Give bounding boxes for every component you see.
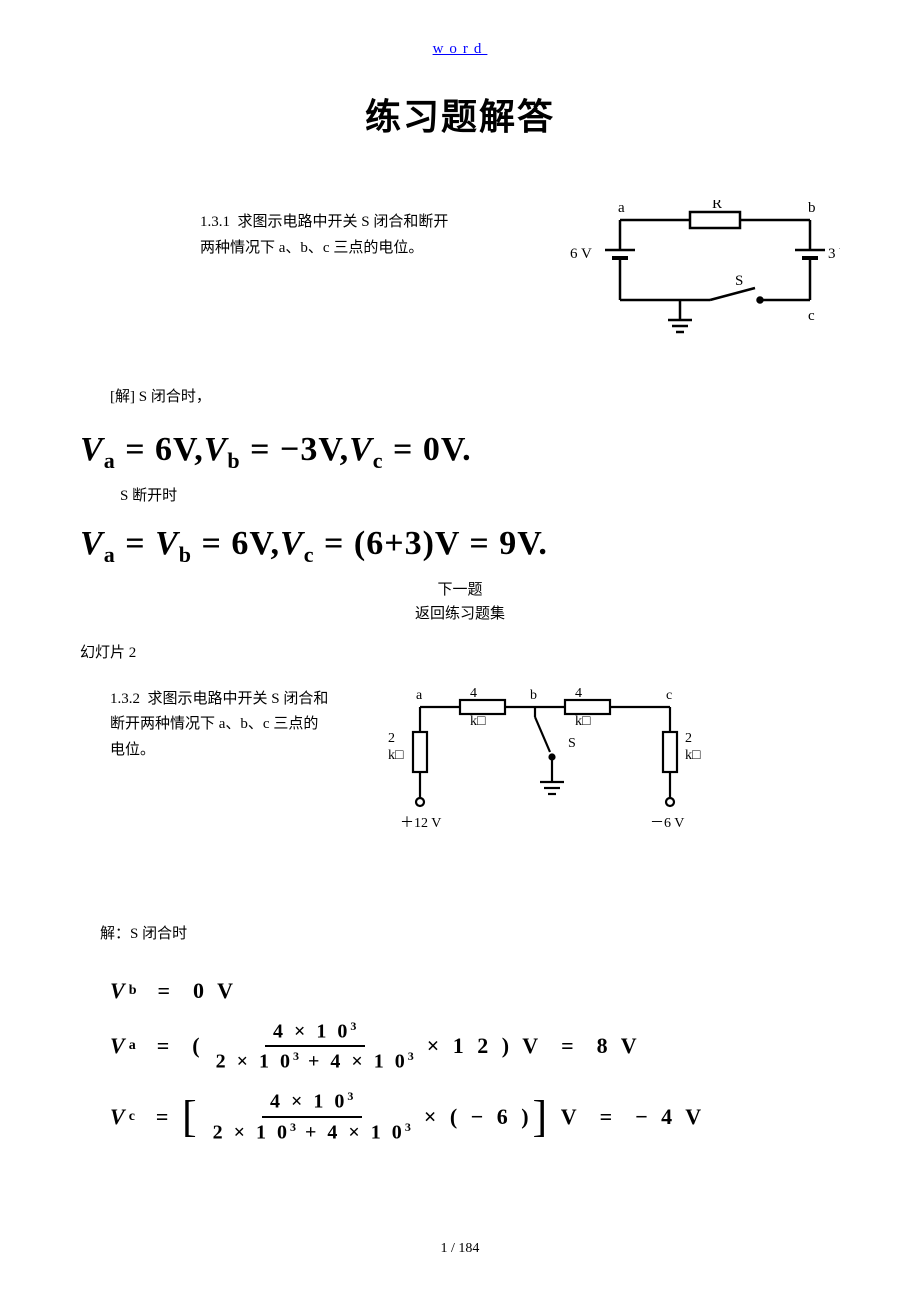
nav-next[interactable]: 下一题 — [80, 578, 840, 602]
problem2-circuit: a b c 4 k□ 4 k□ 2 k□ 2 k□ S ＋12 V －6 V — [370, 687, 730, 862]
eq-vc: Vc = [ 4 × 1 03 2 × 1 03 + 4 × 1 03 × ( … — [110, 1089, 840, 1144]
circ1-R: R — [712, 200, 722, 212]
c2-a: a — [416, 688, 423, 703]
problem2-row: 1.3.2 求图示电路中开关 S 闭合和断开两种情况下 a、b、c 三点的电位。 — [80, 687, 840, 862]
nav-back[interactable]: 返回练习题集 — [80, 602, 840, 626]
problem1-eq2: Va = Vb = 6V,Vc = (6+3)V = 9V. — [80, 525, 840, 568]
c2-rrb: k□ — [685, 748, 701, 763]
slide-number: 幻灯片 2 — [80, 641, 840, 662]
circ1-node-b: b — [808, 200, 816, 216]
circ1-vright: 3 V — [828, 246, 840, 262]
problem2-solution-label: 解：S 闭合时 — [100, 922, 840, 943]
header-link-text: word — [433, 41, 488, 57]
problem1-row: 1.3.1 求图示电路中开关 S 闭合和断开两种情况下 a、b、c 三点的电位。 — [80, 200, 840, 345]
c2-rr: 2 — [685, 731, 692, 746]
c2-r2b: k□ — [575, 714, 591, 729]
c2-r1b: k□ — [470, 714, 486, 729]
problem2-number: 1.3.2 — [110, 691, 140, 707]
c2-rl: 2 — [388, 731, 395, 746]
problem1-eq1: Va = 6V,Vb = −3V,Vc = 0V. — [80, 431, 840, 474]
circ1-node-c: c — [808, 308, 815, 324]
c2-c: c — [666, 688, 672, 703]
eq-vb: Vb = 0 V — [110, 978, 840, 1004]
problem2-body: 求图示电路中开关 S 闭合和断开两种情况下 a、b、c 三点的电位。 — [110, 691, 328, 758]
circ1-node-a: a — [618, 200, 625, 216]
problem1-open-label: S 断开时 — [120, 484, 840, 505]
problem1-text: 1.3.1 求图示电路中开关 S 闭合和断开两种情况下 a、b、c 三点的电位。 — [200, 200, 460, 345]
problem1-solution-label: [解] S 闭合时， — [110, 385, 840, 406]
c2-S: S — [568, 736, 576, 751]
c2-rlb: k□ — [388, 748, 404, 763]
problem2-text: 1.3.2 求图示电路中开关 S 闭合和断开两种情况下 a、b、c 三点的电位。 — [110, 687, 330, 862]
nav-links: 下一题 返回练习题集 — [80, 578, 840, 626]
problem1-body: 求图示电路中开关 S 闭合和断开两种情况下 a、b、c 三点的电位。 — [200, 214, 448, 256]
circ1-S: S — [735, 273, 743, 289]
page-footer: 1 / 184 — [0, 1241, 920, 1257]
header-link[interactable]: word — [80, 40, 840, 58]
problem1-circuit: a R b 6 V 3 V S c — [560, 200, 840, 345]
c2-r1: 4 — [470, 687, 477, 701]
eq-va: Va = ( 4 × 1 03 2 × 1 03 + 4 × 1 03 × 1 … — [110, 1019, 840, 1074]
circ1-vleft: 6 V — [570, 246, 592, 262]
problem1-number: 1.3.1 — [200, 214, 230, 230]
c2-r2: 4 — [575, 687, 582, 701]
c2-vl: ＋12 V — [400, 816, 441, 831]
c2-vr: －6 V — [650, 816, 684, 831]
page-number: 1 / 184 — [441, 1241, 480, 1256]
c2-b: b — [530, 688, 537, 703]
page-title: 练习题解答 — [80, 88, 840, 140]
